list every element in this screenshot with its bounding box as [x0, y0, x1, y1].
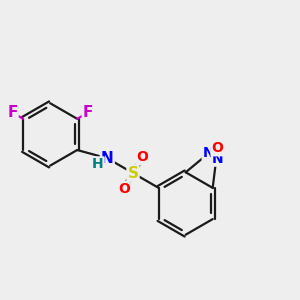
Text: O: O	[118, 182, 130, 196]
Text: N: N	[212, 152, 224, 166]
Text: F: F	[83, 105, 93, 120]
Text: S: S	[128, 166, 139, 181]
Text: O: O	[136, 150, 148, 164]
Text: H: H	[92, 158, 103, 171]
Text: N: N	[203, 146, 214, 161]
Text: N: N	[101, 151, 114, 166]
Text: F: F	[7, 105, 17, 120]
Text: O: O	[212, 141, 224, 155]
